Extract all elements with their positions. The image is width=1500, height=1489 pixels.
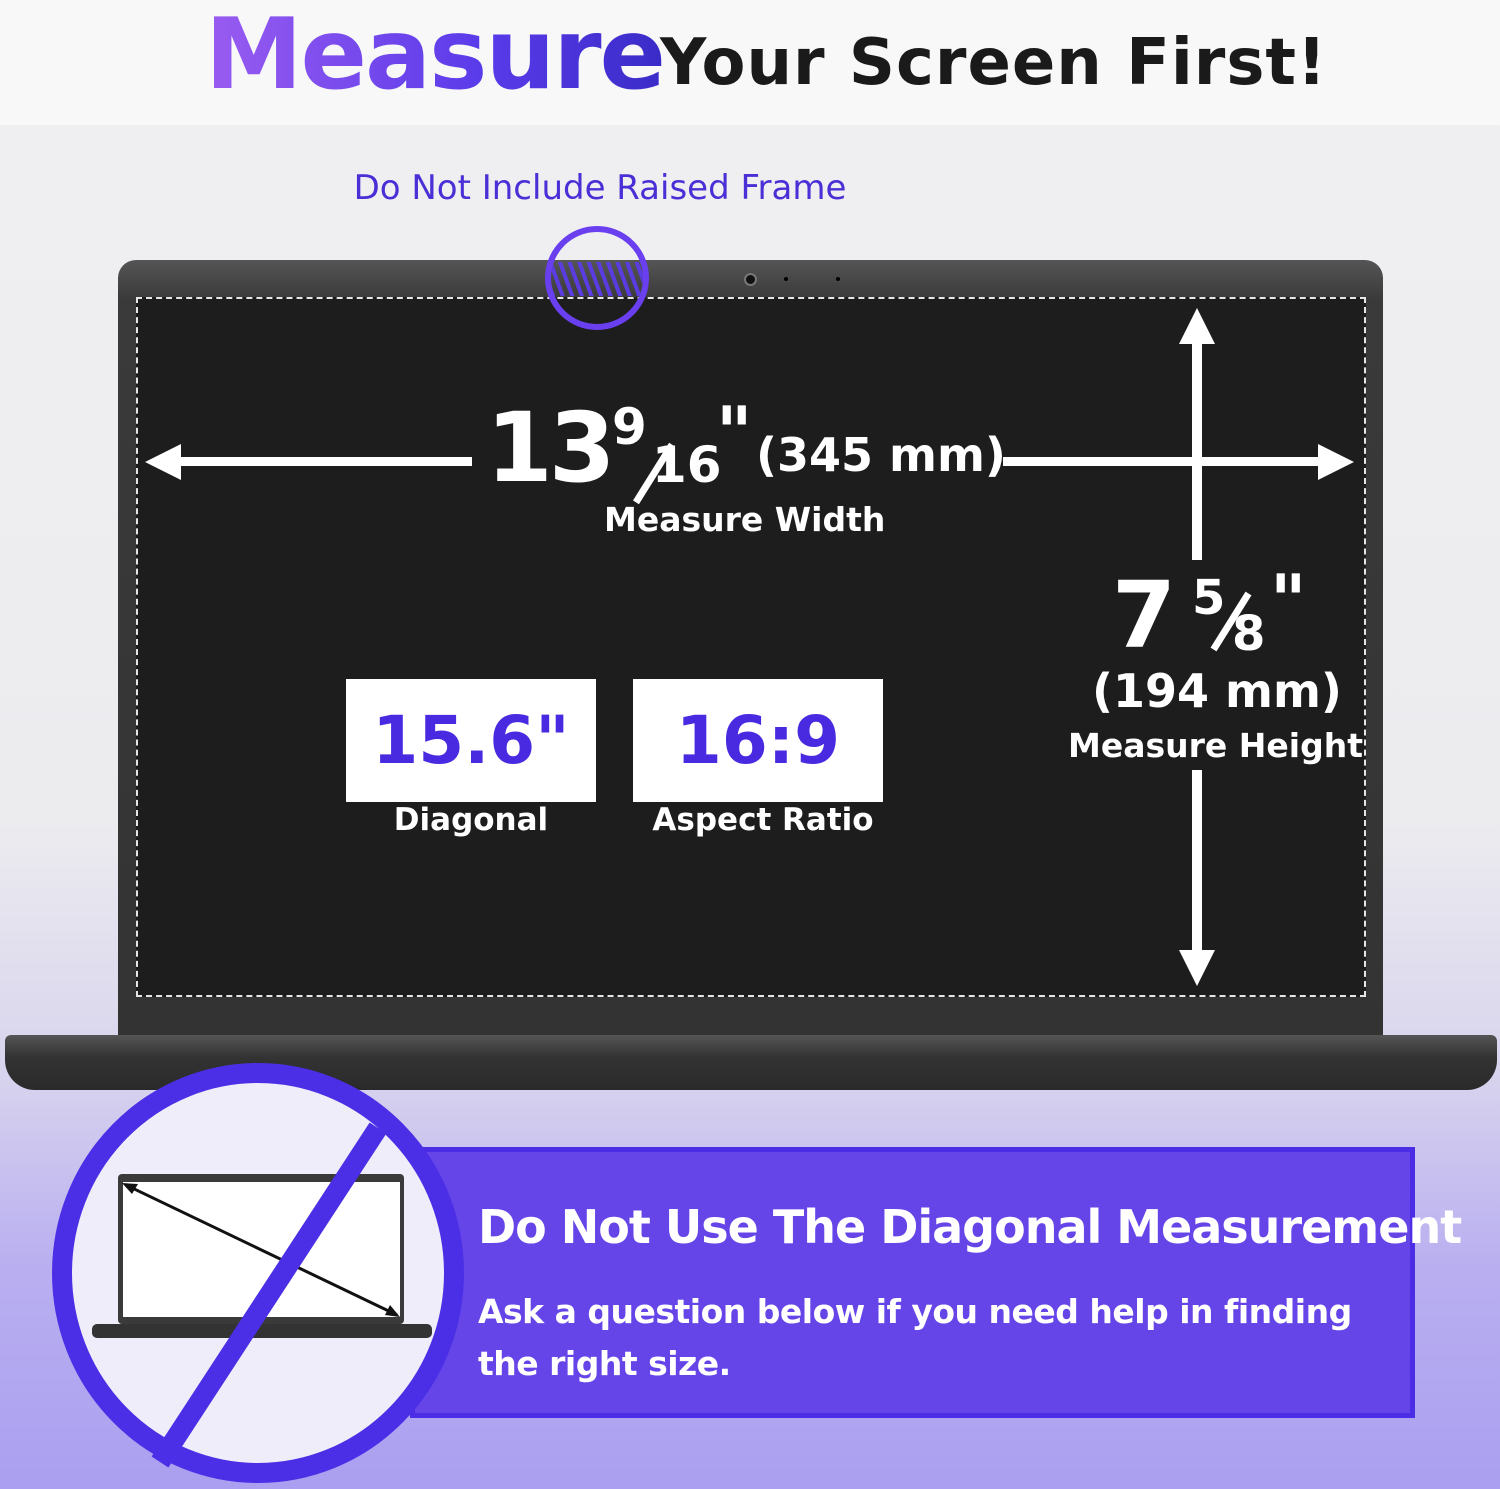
aspect-ratio-value: 16:9: [633, 679, 883, 802]
height-numerator: 5: [1192, 570, 1226, 626]
no-diagonal-icon: [52, 1063, 464, 1483]
warning-title: Do Not Use The Diagonal Measurement: [478, 1200, 1462, 1254]
width-denominator: 16: [652, 436, 722, 494]
sensor-dot: [836, 277, 840, 281]
height-whole: 7: [1112, 562, 1177, 669]
sensor-dot: [784, 277, 788, 281]
diagonal-label: Diagonal: [393, 802, 549, 838]
width-mm: (345 mm): [756, 428, 1006, 482]
laptop-screen: [136, 297, 1366, 997]
title-text: Your Screen First!: [660, 26, 1328, 100]
height-mm: (194 mm): [1092, 664, 1342, 718]
height-arrow-top: [1192, 335, 1202, 560]
height-label: Measure Height: [1068, 726, 1363, 765]
diagonal-arrow: [125, 1183, 398, 1317]
width-arrow-right: [1003, 457, 1325, 466]
diagonal-value: 15.6": [346, 679, 596, 802]
warning-text: Ask a question below if you need help in…: [478, 1286, 1378, 1390]
frame-note: Do Not Include Raised Frame: [353, 168, 847, 208]
width-label: Measure Width: [604, 500, 886, 539]
arrowhead-down-icon: [1179, 950, 1215, 986]
warning-line-2: the right size.: [478, 1344, 731, 1383]
raised-frame-highlight-icon: [545, 226, 649, 330]
height-inch-mark: ": [1270, 560, 1307, 642]
width-whole: 13: [486, 392, 616, 504]
arrowhead-icon: [122, 1183, 138, 1194]
arrowhead-icon: [385, 1305, 400, 1317]
arrowhead-left-icon: [145, 444, 181, 480]
arrowhead-right-icon: [1318, 444, 1354, 480]
height-denominator: 8: [1232, 606, 1266, 662]
prohibition-slash: [151, 1122, 387, 1468]
width-inch-mark: ": [716, 392, 753, 474]
webcam-icon: [744, 273, 757, 286]
width-arrow-left: [170, 457, 472, 466]
title-highlight: Measure: [205, 0, 666, 112]
arrowhead-up-icon: [1179, 308, 1215, 344]
width-numerator: 9: [612, 398, 647, 456]
height-arrow-bottom: [1192, 770, 1202, 960]
warning-line-1: Ask a question below if you need help in…: [478, 1292, 1352, 1331]
mini-laptop-base: [92, 1324, 432, 1338]
aspect-ratio-label: Aspect Ratio: [652, 802, 874, 838]
hatch-pattern: [551, 262, 643, 296]
header-band: [0, 0, 1500, 125]
